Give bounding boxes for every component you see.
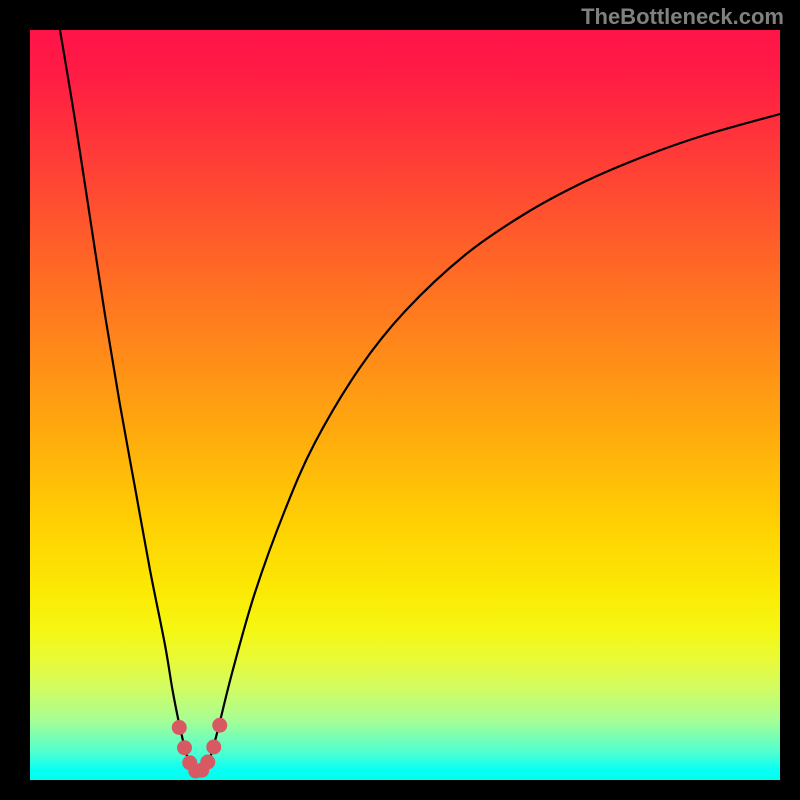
frame-border-bottom (0, 780, 800, 800)
marker-dot (200, 755, 215, 770)
bottleneck-curve (60, 30, 780, 773)
marker-dot (172, 720, 187, 735)
frame-border-left (0, 0, 30, 800)
marker-dot (206, 740, 221, 755)
marker-group (172, 718, 228, 779)
marker-dot (177, 740, 192, 755)
frame-border-right (780, 0, 800, 800)
attribution-text: TheBottleneck.com (581, 4, 784, 30)
bottleneck-chart (30, 30, 780, 780)
marker-dot (212, 718, 227, 733)
chart-svg (30, 30, 780, 780)
